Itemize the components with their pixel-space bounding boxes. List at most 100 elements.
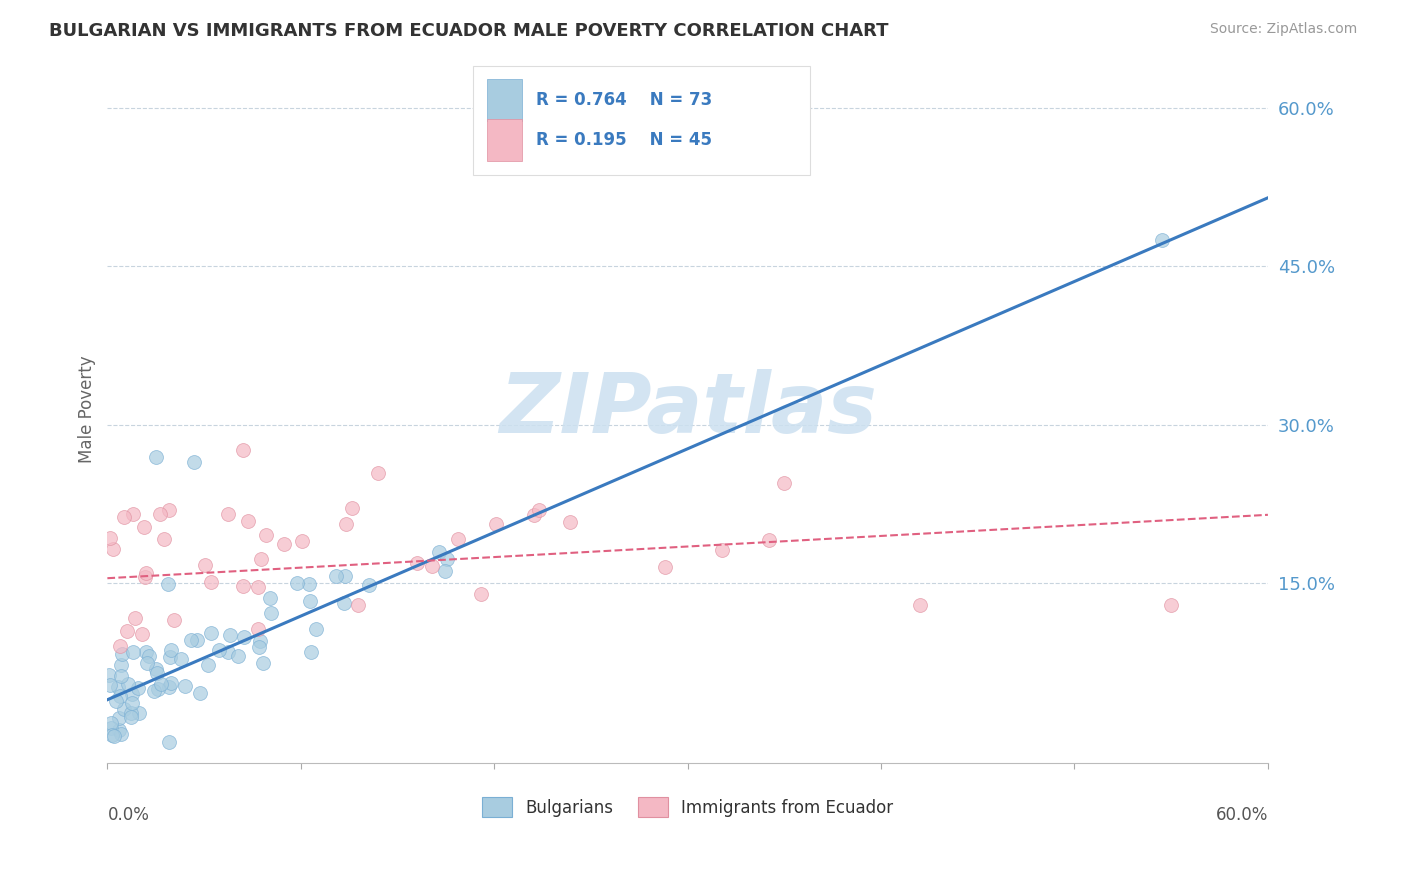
- Point: [208, 643, 231, 657]
- FancyBboxPatch shape: [472, 66, 810, 176]
- Point: [197, 658, 219, 673]
- Point: [188, 686, 211, 700]
- Point: [560, 515, 582, 529]
- Point: [153, 532, 176, 546]
- Point: [121, 687, 143, 701]
- Point: [298, 593, 321, 607]
- Point: [259, 591, 281, 606]
- Point: [485, 517, 508, 532]
- Point: [180, 632, 202, 647]
- Point: [427, 544, 450, 558]
- Legend: Bulgarians, Immigrants from Ecuador: Bulgarians, Immigrants from Ecuador: [474, 789, 901, 826]
- Point: [335, 516, 357, 531]
- Point: [254, 527, 277, 541]
- Text: BULGARIAN VS IMMIGRANTS FROM ECUADOR MALE POVERTY CORRELATION CHART: BULGARIAN VS IMMIGRANTS FROM ECUADOR MAL…: [49, 22, 889, 40]
- Point: [367, 466, 389, 480]
- Point: [299, 645, 322, 659]
- Point: [101, 728, 124, 742]
- Point: [107, 681, 129, 695]
- Text: 60.0%: 60.0%: [1216, 805, 1268, 823]
- Point: [249, 552, 271, 566]
- Point: [160, 642, 183, 657]
- Point: [112, 702, 135, 716]
- Point: [523, 508, 546, 523]
- Point: [247, 623, 270, 637]
- Point: [159, 503, 181, 517]
- Point: [193, 558, 215, 572]
- Point: [186, 633, 208, 648]
- Point: [131, 627, 153, 641]
- Point: [433, 564, 456, 578]
- Point: [149, 677, 172, 691]
- Point: [149, 507, 172, 521]
- Point: [228, 648, 250, 663]
- Point: [100, 715, 122, 730]
- Point: [120, 710, 142, 724]
- Point: [124, 611, 146, 625]
- Point: [470, 586, 492, 600]
- Point: [200, 575, 222, 590]
- Point: [290, 534, 312, 549]
- Point: [110, 726, 132, 740]
- Point: [232, 630, 254, 644]
- Point: [110, 669, 132, 683]
- Point: [217, 645, 239, 659]
- Point: [142, 683, 165, 698]
- Text: ZIPatlas: ZIPatlas: [499, 368, 876, 450]
- Point: [446, 532, 468, 546]
- Point: [420, 559, 443, 574]
- Point: [97, 668, 120, 682]
- Point: [298, 577, 321, 591]
- Point: [247, 640, 270, 654]
- Point: [260, 606, 283, 620]
- Point: [436, 552, 458, 566]
- Point: [236, 514, 259, 528]
- Point: [128, 706, 150, 720]
- Point: [305, 623, 328, 637]
- Point: [111, 647, 134, 661]
- Point: [98, 678, 121, 692]
- Point: [135, 566, 157, 580]
- Point: [145, 450, 167, 464]
- Point: [1150, 233, 1173, 247]
- Point: [127, 681, 149, 696]
- Point: [247, 580, 270, 594]
- Point: [122, 507, 145, 521]
- Point: [773, 476, 796, 491]
- Point: [105, 694, 128, 708]
- Point: [117, 677, 139, 691]
- Point: [285, 576, 308, 591]
- Point: [710, 542, 733, 557]
- Point: [117, 624, 139, 638]
- Point: [340, 501, 363, 516]
- Point: [120, 706, 142, 721]
- Point: [108, 723, 131, 738]
- Point: [654, 559, 676, 574]
- Point: [159, 675, 181, 690]
- Point: [218, 628, 240, 642]
- Point: [252, 656, 274, 670]
- Text: R = 0.764    N = 73: R = 0.764 N = 73: [536, 91, 711, 109]
- Point: [146, 666, 169, 681]
- Point: [135, 645, 157, 659]
- Point: [103, 729, 125, 743]
- Point: [174, 680, 197, 694]
- Point: [908, 598, 931, 612]
- Point: [135, 656, 157, 670]
- Point: [100, 721, 122, 735]
- Point: [101, 541, 124, 556]
- Point: [134, 569, 156, 583]
- Text: Source: ZipAtlas.com: Source: ZipAtlas.com: [1209, 22, 1357, 37]
- Point: [110, 657, 132, 672]
- Point: [183, 455, 205, 469]
- Point: [145, 662, 167, 676]
- Point: [758, 533, 780, 548]
- Point: [108, 689, 131, 703]
- Point: [108, 711, 131, 725]
- Point: [273, 536, 295, 550]
- Point: [347, 598, 370, 612]
- Point: [121, 696, 143, 710]
- Y-axis label: Male Poverty: Male Poverty: [79, 355, 96, 463]
- Point: [134, 519, 156, 533]
- Point: [232, 579, 254, 593]
